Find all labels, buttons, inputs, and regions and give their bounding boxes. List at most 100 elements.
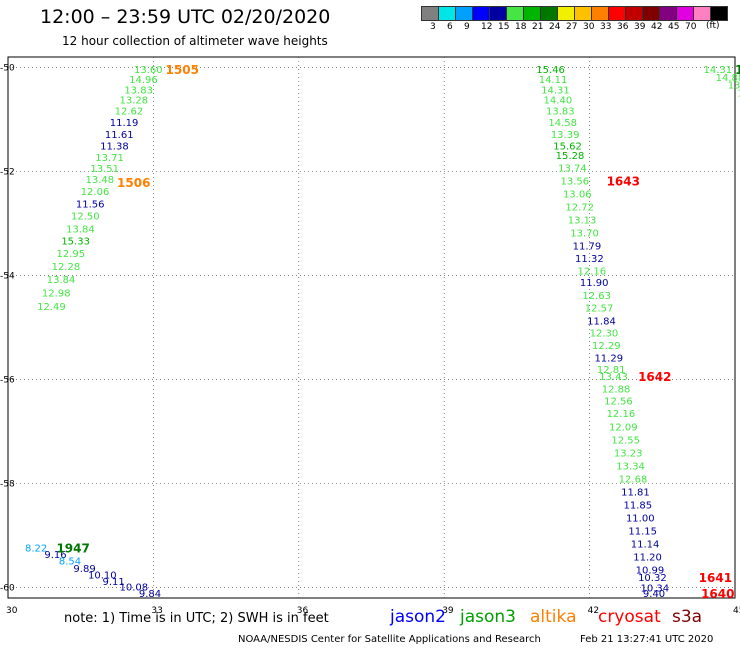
wave-height-value: 13.23 [614,448,643,459]
plot-frame [7,56,736,599]
wave-height-value: 11.85 [624,500,653,511]
wave-height-value: 9.84 [139,589,161,600]
wave-height-value: 12.98 [42,289,71,300]
wave-height-value: 12.16 [607,409,636,420]
wave-height-value: 12.29 [592,341,621,352]
wave-height-value: 11.61 [105,130,134,141]
pass-time-label: 1947 [56,542,89,556]
pass-time-label: 1750 [735,63,740,77]
wave-height-value: 12.28 [52,262,81,273]
wave-height-value: 13.51 [90,164,119,175]
chart-title: 12:00 – 23:59 UTC 02/20/2020 [40,6,331,28]
wave-height-value: 14.31 [541,85,570,96]
wave-height-value: 11.38 [100,141,129,152]
wave-height-value: 12.81 [597,365,626,376]
x-tick-label: 42 [588,606,599,616]
x-tick-label: 30 [6,606,18,616]
wave-height-value: 12.49 [37,302,66,313]
color-scale-label: 12 [481,22,493,32]
wave-height-value: 12.06 [81,187,110,198]
wave-height-value: 14.40 [544,96,573,107]
wave-height-value: 11.29 [594,354,623,365]
wave-height-value: 10.32 [638,573,667,584]
wave-height-value: 11.20 [633,552,662,563]
wave-height-value: 13.84 [47,275,76,286]
x-tick-label: 45 [733,606,740,616]
y-tick-label: -54 [0,271,15,281]
wave-height-value: 14.58 [548,118,577,129]
wave-height-value: 14.11 [539,75,568,86]
x-tick-label: 33 [151,606,162,616]
color-scale-swatch: 42 [642,6,662,32]
color-scale-label: 21 [532,22,544,32]
wave-height-value: 13.84 [66,225,95,236]
wave-height-value: 11.79 [573,241,602,252]
mission-cryosat: cryosat [598,607,661,627]
mission-jason3: jason3 [460,607,516,627]
wave-height-value: 10.10 [88,571,117,582]
wave-height-value: 12.30 [590,329,619,340]
wave-height-value: 8.22 [25,544,47,555]
wave-height-value: 12.63 [582,291,611,302]
wave-height-value: 11.00 [626,513,655,524]
wave-height-value: 13.43 [599,372,628,383]
x-tick-label: 39 [442,606,454,616]
wave-height-value: 13.60 [134,65,163,76]
pass-time-label: 1643 [607,174,640,188]
wave-height-value: 11.84 [587,317,616,328]
wave-height-value: 12.09 [609,422,638,433]
wave-height-value: 12.88 [602,384,631,395]
pass-time-label: 1506 [117,176,150,190]
wave-height-value: 8.54 [59,557,81,568]
wave-height-value: 13.74 [558,163,587,174]
wave-height-value: 13.56 [561,176,590,187]
pass-time-label: 1642 [638,370,671,384]
wave-height-value: 9.11 [103,577,125,588]
color-scale-label: 45 [668,22,680,32]
color-scale-label: 15 [498,22,510,32]
color-scale-label: 70 [685,22,697,32]
wave-height-value: 13.95 [737,88,740,99]
wave-height-value: 13.39 [551,130,580,141]
pass-time-label: 1641 [699,571,732,585]
wave-height-value: 13.35 [728,81,740,92]
wave-height-value: 12.56 [604,396,633,407]
color-scale-label: 24 [549,22,561,32]
wave-height-value: 11.81 [621,487,650,498]
wave-height-value: 9.40 [643,589,665,600]
pass-time-label: 1505 [166,63,199,77]
wave-height-value: 15.46 [536,65,565,76]
wave-height-value: 14.96 [129,75,158,86]
wave-height-value: 15.33 [61,237,90,248]
x-tick-label: 36 [297,606,309,616]
color-scale-unit: (ft) [706,21,720,31]
color-scale-swatch: 9 [455,6,473,32]
color-scale-swatch: 18 [506,6,526,32]
y-tick-label: -56 [0,376,15,386]
wave-height-value: 10.99 [636,565,665,576]
color-scale-label: 42 [651,22,663,32]
wave-height-value: 9.89 [73,564,95,575]
color-scale-label: 27 [566,22,578,32]
wave-height-value: 12.55 [611,435,640,446]
wave-height-value: 11.19 [110,118,139,129]
wave-height-value: 12.72 [565,202,594,213]
color-scale-legend: 3 6 9 12 15 18 21 24 27 30 33 36 39 42 45 70 [421,6,728,32]
wave-height-value: 13.13 [568,215,597,226]
wave-height-value: 13.83 [124,85,153,96]
wave-height-value: 15.28 [556,151,585,162]
color-scale-label: 30 [583,22,595,32]
footer-note: note: 1) Time is in UTC; 2) SWH is in fe… [64,611,329,626]
wave-height-value: 14.88 [716,73,740,84]
y-tick-label: -60 [0,584,15,594]
color-scale-label: 33 [600,22,612,32]
color-scale-label: 18 [515,22,527,32]
generated-timestamp: Feb 21 13:27:41 UTC 2020 [580,634,714,645]
wave-height-value: 11.56 [76,200,105,211]
wave-height-value: 12.95 [56,249,85,260]
wave-height-value: 12.16 [577,266,606,277]
wave-height-value: 13.48 [86,175,115,186]
chart-subtitle: 12 hour collection of altimeter wave hei… [62,34,328,48]
mission-altika: altika [530,607,577,627]
